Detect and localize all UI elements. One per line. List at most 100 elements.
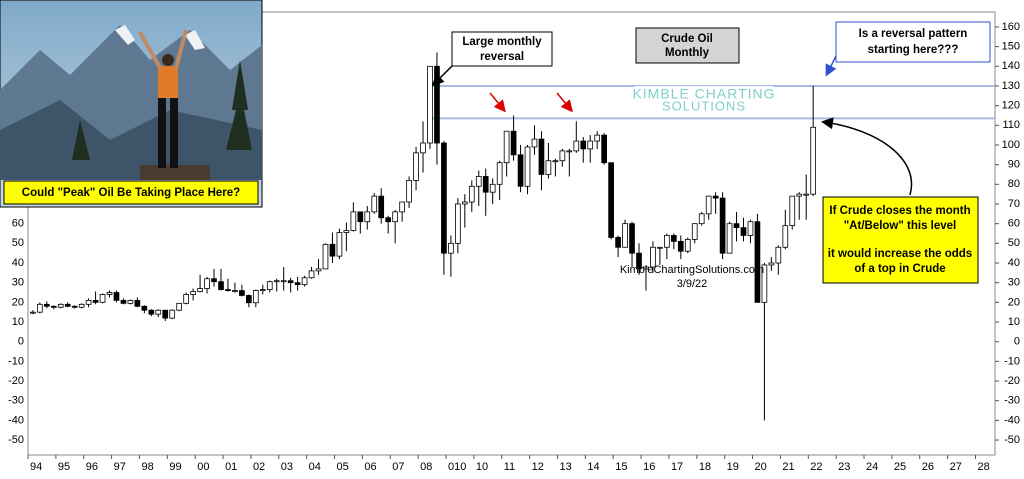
candle-body bbox=[629, 223, 635, 254]
candle-body bbox=[650, 246, 656, 268]
candle-body bbox=[239, 290, 245, 296]
candle-body bbox=[155, 309, 162, 315]
candle-body bbox=[448, 242, 454, 254]
annotation: Large monthly bbox=[462, 36, 542, 48]
candle-body bbox=[218, 281, 224, 290]
candle-body bbox=[552, 160, 559, 163]
candle-body bbox=[43, 303, 50, 307]
candle-body bbox=[489, 183, 496, 193]
x-tick-label: 14 bbox=[587, 461, 599, 473]
candle-body bbox=[308, 270, 315, 279]
candle-body bbox=[559, 150, 566, 162]
x-tick-label: 95 bbox=[58, 461, 70, 473]
watermark: KIMBLE CHARTING bbox=[632, 86, 775, 102]
y-tick-label: 20 bbox=[1008, 296, 1020, 308]
x-tick-label: 05 bbox=[337, 461, 349, 473]
candle-body bbox=[343, 230, 350, 233]
y-tick-label: 110 bbox=[1002, 119, 1020, 131]
x-tick-label: 23 bbox=[838, 461, 850, 473]
x-tick-label: 22 bbox=[810, 461, 822, 473]
date: 3/9/22 bbox=[677, 278, 708, 290]
candle-body bbox=[64, 303, 71, 307]
x-tick-label: 18 bbox=[699, 461, 711, 473]
candle-body bbox=[71, 305, 78, 308]
candle-body bbox=[455, 203, 461, 244]
candle-body bbox=[232, 290, 238, 292]
candle-body bbox=[57, 303, 64, 308]
candle-body bbox=[350, 211, 357, 231]
y-tick-label: 120 bbox=[1002, 100, 1020, 112]
candle-body bbox=[30, 311, 36, 314]
candle-body bbox=[162, 309, 169, 319]
chart-title: Crude Oil bbox=[661, 33, 713, 45]
candle-body bbox=[169, 309, 176, 319]
x-tick-label: 12 bbox=[532, 461, 544, 473]
annotation: "At/Below" this level bbox=[844, 220, 957, 232]
x-tick-label: 28 bbox=[977, 461, 989, 473]
x-tick-label: 96 bbox=[86, 461, 98, 473]
source: KimbleChartingSolutions.com bbox=[620, 264, 764, 276]
y-tick-label: 20 bbox=[12, 296, 24, 308]
x-tick-label: 99 bbox=[169, 461, 181, 473]
annotation: it would increase the odds bbox=[828, 248, 972, 260]
y-tick-label: 150 bbox=[1002, 41, 1020, 53]
candle-body bbox=[50, 305, 57, 308]
y-tick-label: 60 bbox=[1008, 218, 1020, 230]
x-tick-label: 07 bbox=[392, 461, 404, 473]
candle-body bbox=[92, 299, 99, 303]
y-tick-label: 0 bbox=[18, 336, 24, 348]
candle-body bbox=[392, 211, 398, 223]
y-tick-label: 100 bbox=[1002, 139, 1020, 151]
x-tick-label: 13 bbox=[559, 461, 571, 473]
candle-body bbox=[531, 138, 538, 148]
candle-body bbox=[406, 179, 412, 203]
y-tick-label: -30 bbox=[1004, 395, 1020, 407]
candle-body bbox=[252, 290, 259, 304]
candle-body bbox=[329, 243, 336, 257]
x-tick-label: 21 bbox=[782, 461, 794, 473]
y-tick-label: -20 bbox=[8, 375, 24, 387]
candle-body bbox=[204, 278, 210, 289]
candle-body bbox=[134, 299, 141, 307]
x-tick-label: 27 bbox=[950, 461, 962, 473]
y-tick-label: -10 bbox=[1004, 355, 1020, 367]
candle-body bbox=[99, 294, 106, 303]
candle-body bbox=[357, 211, 364, 223]
x-tick-label: 19 bbox=[727, 461, 739, 473]
candle-body bbox=[733, 223, 740, 228]
candle-body bbox=[259, 289, 266, 291]
x-tick-label: 15 bbox=[615, 461, 627, 473]
annotation: If Crude closes the month bbox=[829, 205, 970, 217]
x-tick-label: 04 bbox=[309, 461, 321, 473]
candle-body bbox=[524, 146, 531, 187]
candle-body bbox=[225, 289, 231, 291]
candle-body bbox=[782, 225, 789, 248]
candle-body bbox=[190, 291, 196, 295]
y-tick-label: 90 bbox=[1008, 159, 1020, 171]
candle-body bbox=[538, 138, 545, 175]
y-tick-label: 140 bbox=[1002, 60, 1020, 72]
y-tick-label: 50 bbox=[12, 237, 24, 249]
candle-body bbox=[684, 239, 691, 252]
candle-body bbox=[434, 65, 440, 144]
candle-body bbox=[183, 294, 189, 304]
candle-body bbox=[545, 160, 552, 175]
photo: Could "Peak" Oil Be Taking Place Here? bbox=[0, 0, 263, 208]
y-tick-label: 160 bbox=[1002, 21, 1020, 33]
y-tick-label: -40 bbox=[1004, 414, 1020, 426]
watermark: SOLUTIONS bbox=[662, 98, 746, 113]
y-tick-label: 30 bbox=[1008, 277, 1020, 289]
y-tick-label: -20 bbox=[1004, 375, 1020, 387]
candle-body bbox=[796, 193, 803, 197]
candle-body bbox=[496, 162, 503, 185]
x-tick-label: 03 bbox=[281, 461, 293, 473]
x-tick-label: 11 bbox=[504, 461, 515, 473]
candle-body bbox=[280, 280, 287, 283]
candle-body bbox=[413, 152, 419, 181]
candle-body bbox=[211, 278, 217, 283]
x-tick-label: 20 bbox=[755, 461, 767, 473]
candle-body bbox=[322, 243, 329, 270]
candle-body bbox=[503, 130, 510, 164]
y-tick-label: 40 bbox=[12, 257, 24, 269]
